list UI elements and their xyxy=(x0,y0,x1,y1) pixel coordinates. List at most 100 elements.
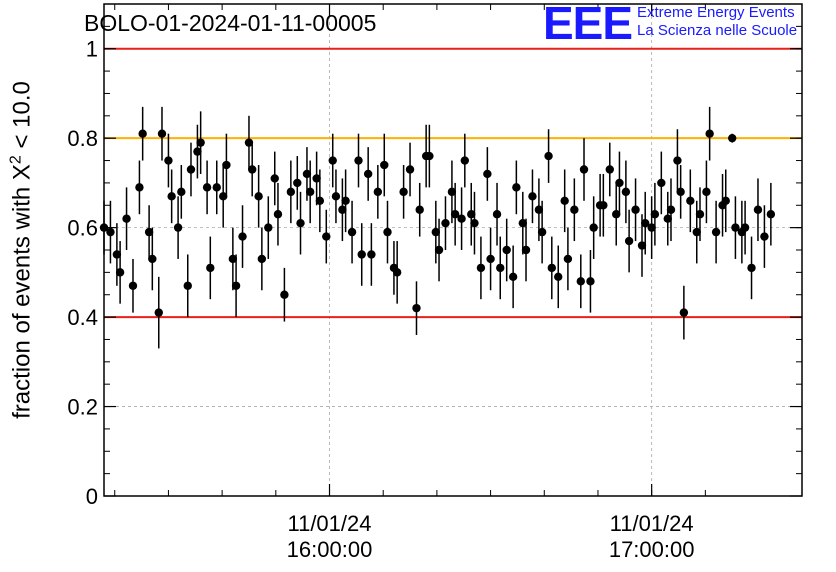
data-point xyxy=(711,227,721,237)
data-point xyxy=(521,245,531,255)
data-point xyxy=(122,214,131,223)
data-point xyxy=(135,183,144,192)
data-point xyxy=(740,223,750,232)
y-tick-label: 1 xyxy=(86,37,98,62)
data-point xyxy=(425,151,434,161)
data-point xyxy=(218,192,228,201)
x-tick-label-time: 16:00:00 xyxy=(287,537,373,562)
y-tick-label: 0.2 xyxy=(67,395,98,420)
data-point xyxy=(470,218,479,228)
data-point xyxy=(247,165,257,174)
data-point xyxy=(673,156,682,165)
data-point xyxy=(193,147,202,156)
data-point xyxy=(434,245,444,255)
data-point xyxy=(238,232,247,241)
data-point xyxy=(731,223,740,232)
data-point xyxy=(760,232,769,241)
data-point xyxy=(273,210,283,219)
data-point xyxy=(186,165,196,174)
data-point xyxy=(302,169,312,179)
data-point xyxy=(560,196,569,205)
data-point xyxy=(286,187,296,197)
data-point xyxy=(257,254,267,264)
data-point xyxy=(528,192,537,201)
data-point xyxy=(231,281,241,290)
data-point xyxy=(702,187,711,197)
data-point xyxy=(115,268,125,277)
data-point xyxy=(599,201,608,210)
data-point xyxy=(415,205,424,214)
data-point xyxy=(312,174,321,183)
data-point xyxy=(293,178,302,188)
data-point xyxy=(753,205,763,214)
data-point xyxy=(621,187,631,197)
data-point xyxy=(721,196,730,205)
data-point xyxy=(476,263,486,273)
logo-line-2: La Scienza nelle Scuole xyxy=(637,22,798,39)
eee-logo: EEE xyxy=(543,0,633,49)
data-point xyxy=(657,178,666,188)
data-point xyxy=(144,227,154,237)
data-point xyxy=(747,263,756,273)
data-point xyxy=(280,290,289,299)
data-point xyxy=(695,210,705,219)
data-point xyxy=(544,151,553,161)
data-point xyxy=(447,187,457,197)
x-tick-label-date: 11/01/24 xyxy=(610,511,694,536)
data-point xyxy=(331,192,341,201)
data-point xyxy=(328,156,337,165)
data-point xyxy=(128,281,138,290)
data-point xyxy=(183,281,192,290)
data-point xyxy=(663,214,672,223)
data-point xyxy=(496,263,505,273)
data-point xyxy=(264,223,273,232)
data-point xyxy=(106,227,115,237)
data-point xyxy=(341,196,350,205)
data-point xyxy=(534,205,544,214)
data-point xyxy=(228,254,238,264)
data-point xyxy=(167,192,176,201)
data-point xyxy=(647,223,656,232)
data-point xyxy=(112,250,122,259)
data-point xyxy=(338,205,347,214)
data-point xyxy=(138,129,147,138)
data-point xyxy=(380,160,389,170)
data-point xyxy=(579,165,589,174)
data-point xyxy=(412,303,421,313)
data-point xyxy=(554,272,563,282)
data-point xyxy=(392,268,402,277)
data-point xyxy=(405,165,415,174)
data-point xyxy=(196,138,205,147)
axes-ticks: 00.20.40.60.8111/01/2416:00:0011/01/2417… xyxy=(67,3,802,562)
data-point xyxy=(518,218,527,228)
data-point xyxy=(728,133,737,143)
data-point xyxy=(692,227,701,237)
data-point xyxy=(315,196,325,205)
data-point xyxy=(441,218,450,228)
data-point xyxy=(431,227,441,237)
data-point xyxy=(322,232,331,241)
data-point xyxy=(373,187,383,197)
data-point xyxy=(206,263,215,273)
data-point xyxy=(383,227,392,237)
data-point xyxy=(666,205,676,214)
y-axis-label: fraction of events with X2 < 10.0 xyxy=(7,81,36,419)
data-point xyxy=(357,250,366,259)
data-point xyxy=(637,241,647,250)
data-point xyxy=(450,210,460,219)
x-tick-label-date: 11/01/24 xyxy=(287,511,371,536)
data-point xyxy=(212,183,221,192)
data-point xyxy=(705,129,714,138)
data-point xyxy=(164,156,173,165)
data-point xyxy=(486,254,495,264)
data-point xyxy=(154,308,163,317)
data-point xyxy=(641,218,650,228)
data-point xyxy=(483,169,492,179)
data-point xyxy=(305,187,315,197)
data-point xyxy=(679,308,689,317)
data-point xyxy=(615,178,624,188)
data-point xyxy=(586,277,595,286)
reference-lines xyxy=(104,47,802,319)
data-point xyxy=(254,192,263,201)
